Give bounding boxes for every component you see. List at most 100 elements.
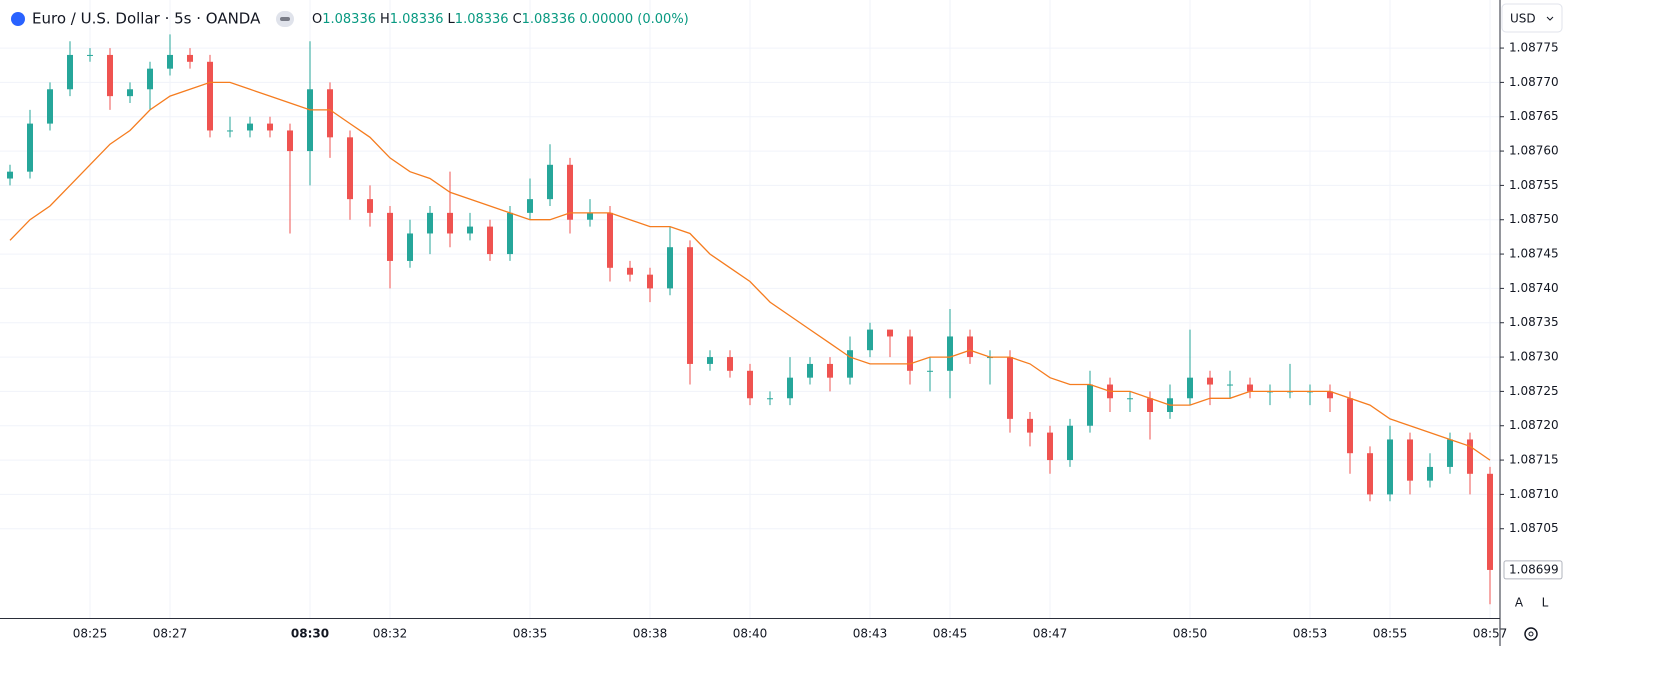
x-tick-label: 08:50: [1173, 627, 1208, 641]
candle-body: [667, 247, 673, 289]
candle-body: [167, 54, 173, 69]
candle-body: [647, 274, 653, 289]
x-tick-label: 08:27: [153, 627, 188, 641]
header: Euro / U.S. Dollar · 5s · OANDA O1.08336…: [11, 10, 689, 28]
candle-body: [287, 130, 293, 152]
y-tick-label: 1.08745: [1509, 247, 1559, 261]
candle-body: [1447, 439, 1453, 467]
candle-body: [1007, 357, 1013, 419]
last-price-badge: [1503, 560, 1563, 580]
candle-body: [547, 164, 553, 200]
last-price-label: 1.08699: [1509, 562, 1559, 576]
candle-body: [1347, 398, 1353, 454]
candle-body: [1427, 466, 1433, 481]
moving-average-line: [9, 81, 1491, 461]
x-tick-label: 08:53: [1293, 627, 1328, 641]
x-tick-label: 08:47: [1033, 627, 1068, 641]
candle-body: [947, 336, 953, 371]
y-tick-label: 1.08735: [1509, 315, 1559, 329]
candle-body: [567, 164, 573, 220]
candle-body: [327, 89, 333, 138]
ohlc-l-label: L: [448, 12, 456, 27]
scale-button[interactable]: [1508, 592, 1530, 614]
currency-box[interactable]: [1501, 3, 1563, 33]
x-tick-label: 08:55: [1373, 627, 1408, 641]
symbol-icon: [11, 12, 25, 26]
candle-body: [107, 54, 113, 97]
candle-body: [1047, 432, 1053, 461]
price-axis: 1.08775 1.08770 1.08765 1.08760 1.08755 1.087…: [1500, 41, 1563, 580]
ohlc-l: 1.08336: [455, 12, 509, 27]
y-tick-label: 1.08775: [1509, 41, 1559, 55]
candle-body: [527, 199, 533, 213]
candle-body: [1187, 377, 1193, 399]
x-tick-label: 08:45: [933, 627, 968, 641]
candle-body: [27, 123, 33, 172]
y-tick-label: 1.08725: [1509, 384, 1559, 398]
candle-body: [47, 89, 53, 124]
candle-body: [1387, 439, 1393, 495]
settings-icon[interactable]: [1524, 627, 1538, 641]
ohlc-o: 1.08336: [322, 12, 376, 27]
symbol-title: Euro / U.S. Dollar · 5s · OANDA: [32, 10, 261, 28]
candle-body: [307, 89, 313, 152]
candle-body: [1327, 391, 1333, 399]
candle-body: [1367, 453, 1373, 495]
candle-body: [1127, 398, 1133, 400]
candle-body: [607, 212, 613, 268]
candle-body: [807, 363, 813, 378]
ohlc-legend: O1.08336 H1.08336 L1.08336 C1.08336 0.00000 …: [312, 12, 689, 27]
ohlc-h-label: H: [380, 12, 390, 27]
candle-body: [747, 370, 753, 399]
y-tick-label: 1.08740: [1509, 281, 1559, 295]
scale-button-label: L: [1542, 596, 1549, 610]
y-tick-label: 1.08715: [1509, 453, 1559, 467]
y-tick-label: 1.08750: [1509, 212, 1559, 226]
dropdown-arrow: [1546, 16, 1554, 21]
ohlc-change: 0.00000 (0.00%): [579, 12, 688, 27]
ohlc-h: 1.08336: [390, 12, 444, 27]
scale-button[interactable]: [1534, 592, 1556, 614]
grid: [0, 0, 1500, 618]
candle-body: [7, 171, 13, 179]
y-tick-label: 1.08710: [1509, 487, 1559, 501]
candle-body: [1147, 398, 1153, 412]
candle-body: [127, 89, 133, 97]
currency-select[interactable]: USD: [1501, 3, 1563, 33]
candle-body: [847, 350, 853, 378]
candle-body: [787, 377, 793, 399]
candle-body: [1207, 377, 1213, 385]
candle-body: [587, 212, 593, 220]
candle-body: [867, 329, 873, 351]
candle-body: [907, 336, 913, 371]
candle-body: [1467, 439, 1473, 474]
candle-body: [87, 54, 93, 56]
ohlc-c: 1.08336: [522, 12, 576, 27]
candle-body: [487, 226, 493, 255]
candle-body: [427, 212, 433, 234]
x-tick-label: 08:38: [633, 627, 668, 641]
candle-body: [727, 357, 733, 371]
candle-body: [687, 247, 693, 364]
candle-body: [1027, 418, 1033, 433]
candle-body: [467, 226, 473, 234]
ohlc-o-label: O: [312, 12, 322, 27]
candle-body: [627, 267, 633, 275]
candle-body: [407, 233, 413, 261]
collapse-icon: [280, 17, 290, 21]
x-tick-label: 08:25: [73, 627, 108, 641]
candle-body: [367, 199, 373, 213]
candle-body: [67, 54, 73, 90]
ohlc-c-label: C: [513, 12, 522, 27]
candle-body: [967, 336, 973, 358]
candle-body: [707, 357, 713, 364]
x-tick-label: 08:43: [853, 627, 888, 641]
candle-body: [1247, 384, 1253, 392]
candle-body: [447, 212, 453, 234]
candle-body: [1067, 425, 1073, 461]
x-tick-label: 08:30: [291, 627, 329, 641]
candle-body: [827, 363, 833, 378]
candle-body: [267, 123, 273, 131]
